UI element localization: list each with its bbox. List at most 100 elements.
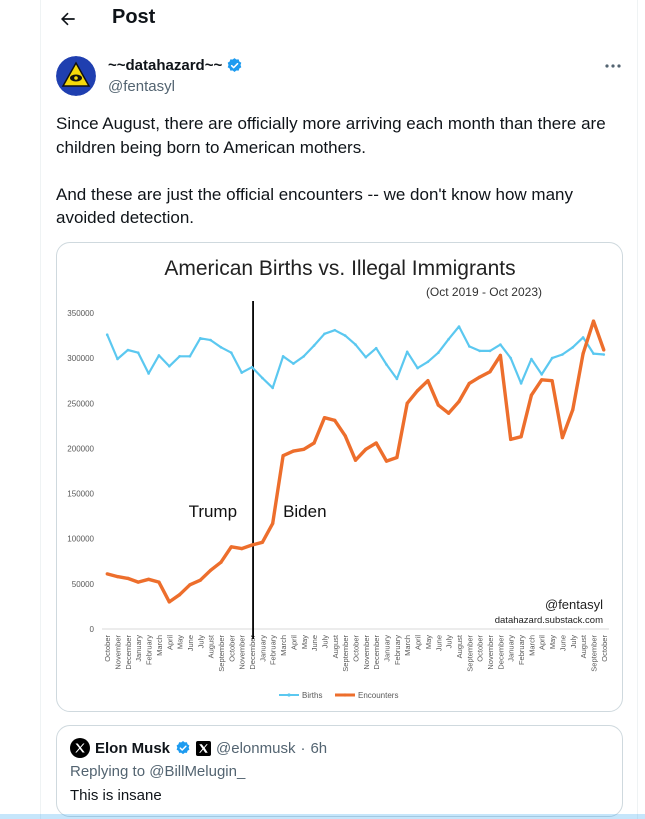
x-tick-label: August bbox=[579, 634, 588, 658]
data-point-births bbox=[209, 338, 212, 342]
y-tick-label: 300000 bbox=[67, 354, 94, 363]
data-point-encounters bbox=[126, 576, 130, 580]
quoted-author-row: Elon Musk @elonmusk · 6h bbox=[70, 738, 327, 758]
more-dots-icon bbox=[605, 64, 621, 68]
arrow-left-icon bbox=[61, 12, 75, 26]
data-point-encounters bbox=[147, 577, 151, 581]
x-tick-label: April bbox=[289, 635, 298, 650]
quoted-author-name: Elon Musk bbox=[95, 739, 171, 757]
quoted-timestamp: 6h bbox=[310, 739, 328, 757]
data-point-encounters bbox=[240, 547, 244, 551]
back-button[interactable] bbox=[55, 6, 81, 32]
data-point-births bbox=[292, 362, 295, 365]
x-tick-label: January bbox=[134, 635, 143, 662]
x-tick-label: November bbox=[238, 635, 247, 670]
y-tick-label: 100000 bbox=[67, 535, 94, 544]
data-point-encounters bbox=[343, 434, 347, 438]
data-point-encounters bbox=[457, 399, 461, 404]
data-point-encounters bbox=[136, 580, 140, 584]
data-point-births bbox=[168, 365, 171, 368]
data-point-encounters bbox=[312, 441, 316, 445]
column-border-right bbox=[637, 0, 638, 819]
data-point-encounters bbox=[519, 435, 523, 439]
data-point-births bbox=[530, 357, 533, 361]
data-point-births bbox=[261, 376, 264, 380]
data-point-encounters bbox=[426, 379, 430, 383]
legend-label: Births bbox=[302, 691, 322, 700]
avatar[interactable] bbox=[56, 56, 96, 96]
x-tick-label: June bbox=[310, 635, 319, 651]
x-tick-label: July bbox=[445, 635, 454, 649]
data-point-births bbox=[333, 328, 337, 332]
data-point-births bbox=[550, 356, 554, 360]
annotation-biden: Biden bbox=[283, 502, 326, 521]
data-point-encounters bbox=[188, 583, 192, 587]
data-point-births bbox=[312, 344, 316, 347]
data-point-encounters bbox=[581, 352, 585, 356]
quoted-post[interactable]: Elon Musk @elonmusk · 6h Replying to @Bi… bbox=[56, 725, 623, 817]
replying-to: Replying to @BillMelugin_ bbox=[70, 763, 246, 780]
tweet-paragraph: And these are just the official encounte… bbox=[56, 184, 573, 228]
x-tick-label: February bbox=[145, 635, 154, 665]
data-point-encounters bbox=[105, 572, 109, 576]
author-display-name[interactable]: ~~datahazard~~ bbox=[108, 57, 223, 74]
x-tick-label: September bbox=[589, 634, 598, 671]
x-tick-label: August bbox=[455, 634, 464, 658]
x-tick-label: December bbox=[372, 635, 381, 670]
data-point-births bbox=[281, 355, 285, 358]
tweet-paragraph: Since August, there are officially more … bbox=[56, 114, 606, 157]
data-point-encounters bbox=[302, 447, 306, 451]
watermark-handle: @fentasyl bbox=[545, 597, 603, 612]
x-tick-label: April bbox=[414, 635, 423, 650]
data-point-births bbox=[343, 334, 347, 337]
data-point-births bbox=[499, 343, 502, 346]
chart-image[interactable]: American Births vs. Illegal Immigrants (O… bbox=[56, 242, 623, 712]
x-tick-label: October bbox=[227, 635, 236, 662]
data-point-encounters bbox=[560, 436, 564, 440]
x-tick-label: June bbox=[434, 635, 443, 651]
data-point-encounters bbox=[291, 449, 295, 453]
data-point-births bbox=[437, 351, 440, 354]
data-point-encounters bbox=[447, 411, 451, 415]
data-point-births bbox=[592, 352, 595, 355]
data-point-births bbox=[447, 337, 450, 341]
data-point-encounters bbox=[509, 437, 513, 441]
data-point-encounters bbox=[219, 560, 223, 564]
post-header: Post bbox=[41, 0, 637, 40]
x-affiliation-icon bbox=[196, 740, 212, 756]
data-point-births bbox=[302, 355, 306, 358]
data-point-encounters bbox=[467, 381, 471, 385]
data-point-births bbox=[188, 355, 192, 358]
y-tick-label: 350000 bbox=[67, 309, 94, 318]
chart-svg: American Births vs. Illegal Immigrants (O… bbox=[67, 257, 609, 700]
x-tick-label: June bbox=[558, 635, 567, 651]
page-title: Post bbox=[112, 6, 156, 28]
data-point-births bbox=[468, 345, 471, 348]
author-name-row[interactable]: ~~datahazard~~ bbox=[108, 57, 243, 74]
x-tick-label: May bbox=[176, 635, 185, 649]
legend-label: Encounters bbox=[358, 691, 398, 700]
data-point-encounters bbox=[167, 600, 171, 604]
quoted-author-handle: @elonmusk bbox=[216, 739, 296, 757]
data-point-births bbox=[519, 382, 523, 385]
x-tick-label: March bbox=[279, 635, 288, 656]
x-tick-label: December bbox=[248, 635, 257, 670]
tweet-text: Since August, there are officially more … bbox=[56, 112, 628, 230]
column-border-left bbox=[40, 0, 41, 819]
legend-marker-encounters bbox=[343, 693, 347, 697]
data-point-encounters bbox=[602, 348, 606, 352]
data-point-births bbox=[178, 355, 181, 358]
x-tick-label: October bbox=[600, 635, 609, 662]
data-point-encounters bbox=[115, 575, 120, 579]
chart-title: American Births vs. Illegal Immigrants bbox=[164, 257, 515, 280]
x-tick-label: December bbox=[124, 635, 133, 670]
x-tick-label: March bbox=[527, 635, 536, 656]
data-point-births bbox=[126, 348, 130, 352]
more-options-button[interactable] bbox=[603, 58, 623, 74]
author-handle[interactable]: @fentasyl bbox=[108, 78, 175, 95]
x-tick-label: September bbox=[217, 634, 226, 671]
x-tick-label: May bbox=[548, 635, 557, 649]
x-tick-label: July bbox=[196, 635, 205, 649]
data-point-encounters bbox=[374, 441, 378, 445]
data-point-encounters bbox=[416, 389, 420, 393]
